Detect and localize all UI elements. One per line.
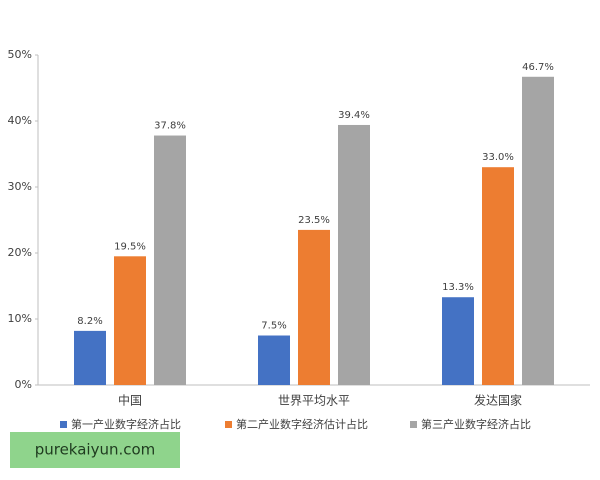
bar [114,256,146,385]
y-tick-label: 50% [8,48,32,61]
y-tick-label: 0% [15,378,32,391]
x-tick-label: 中国 [118,393,142,408]
legend-swatch [60,421,67,428]
value-label: 37.8% [154,121,186,132]
legend-label: 第一产业数字经济占比 [71,417,181,431]
bar [338,124,370,386]
x-tick-label: 世界平均水平 [278,394,350,408]
y-tick-label: 10% [8,312,32,325]
value-label: 8.2% [77,316,102,327]
bar [298,229,330,385]
x-tick-label: 发达国家 [474,393,522,408]
value-label: 23.5% [298,215,330,226]
bar [522,76,554,385]
bar [442,297,474,385]
y-tick-label: 20% [8,246,32,259]
bar [258,335,290,385]
y-tick-label: 40% [8,114,32,127]
bar [482,167,514,385]
value-label: 19.5% [114,241,146,252]
value-label: 46.7% [522,62,554,73]
bar [74,330,106,385]
watermark-box [10,432,180,468]
legend-swatch [225,421,232,428]
value-label: 39.4% [338,110,370,121]
value-label: 33.0% [482,152,514,163]
value-label: 7.5% [261,321,286,332]
legend-swatch [410,421,417,428]
y-tick-label: 30% [8,180,32,193]
legend-label: 第二产业数字经济估计占比 [236,417,368,431]
watermark: purekaiyun.com [35,441,156,459]
value-label: 13.3% [442,282,474,293]
bar [154,135,186,385]
legend-label: 第三产业数字经济占比 [421,417,531,431]
